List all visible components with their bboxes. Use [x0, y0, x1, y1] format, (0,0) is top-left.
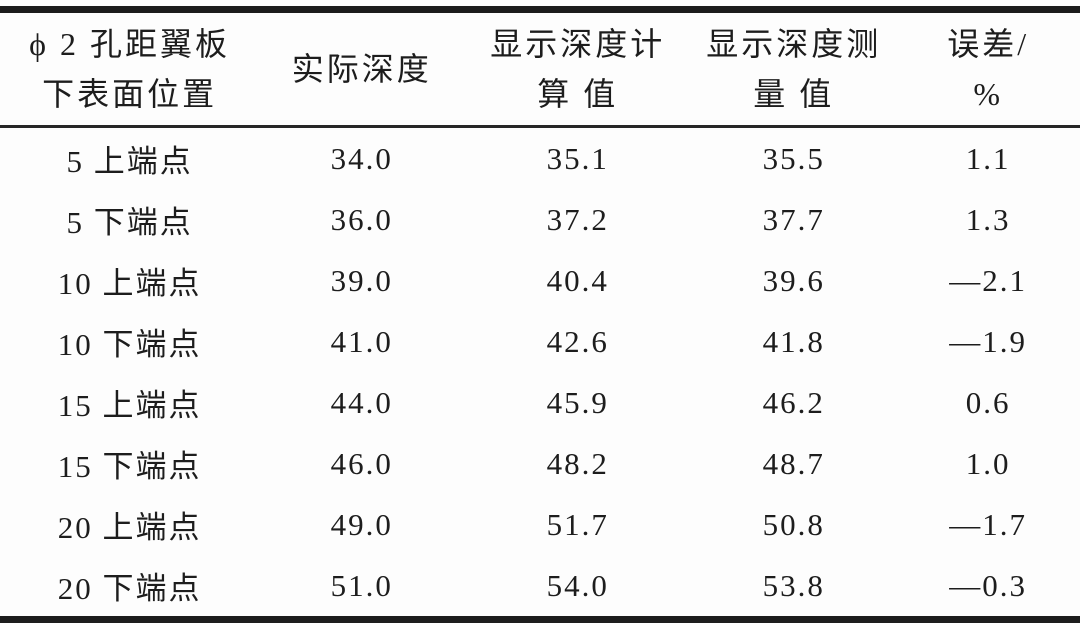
data-table: ϕ 2 孔距翼板 下表面位置 实际深度 显示深度计 算 值 显示深度测 量 值 …	[0, 6, 1080, 623]
cell-actual-depth: 51.0	[330, 567, 393, 603]
cell-error-percent: —1.7	[949, 506, 1028, 542]
cell-measured-depth: 39.6	[762, 262, 825, 298]
cell-error-percent: —2.1	[949, 262, 1028, 298]
header-error-percent-line1: 误差/	[947, 26, 1030, 62]
cell-error-percent: 1.3	[965, 201, 1011, 237]
header-position-line2: 下表面位置	[42, 76, 218, 112]
cell-error-percent: —1.9	[949, 323, 1028, 359]
header-position-line1: ϕ 2 孔距翼板	[29, 26, 231, 62]
cell-measured-depth: 46.2	[762, 384, 825, 420]
header-row: ϕ 2 孔距翼板 下表面位置 实际深度 显示深度计 算 值 显示深度测 量 值 …	[0, 10, 1080, 127]
cell-position: 20 下端点	[57, 571, 202, 606]
header-error-percent: 误差/ %	[896, 10, 1080, 127]
table-row: 10 下端点 41.0 42.6 41.8 —1.9	[0, 311, 1080, 372]
header-position: ϕ 2 孔距翼板 下表面位置	[0, 10, 259, 127]
cell-actual-depth: 41.0	[330, 323, 393, 359]
cell-calculated-depth: 45.9	[546, 384, 609, 420]
cell-actual-depth: 36.0	[330, 201, 393, 237]
cell-measured-depth: 35.5	[762, 140, 825, 176]
cell-error-percent: —0.3	[949, 567, 1028, 603]
header-actual-depth-label: 实际深度	[291, 51, 432, 87]
cell-position: 15 下端点	[57, 449, 202, 484]
cell-calculated-depth: 54.0	[546, 567, 609, 603]
cell-actual-depth: 49.0	[330, 506, 393, 542]
table-row: 20 下端点 51.0 54.0 53.8 —0.3	[0, 555, 1080, 620]
cell-calculated-depth: 42.6	[546, 323, 609, 359]
table-row: 15 下端点 46.0 48.2 48.7 1.0	[0, 433, 1080, 494]
cell-error-percent: 1.1	[965, 140, 1011, 176]
cell-position: 5 上端点	[66, 144, 193, 179]
cell-actual-depth: 34.0	[330, 140, 393, 176]
cell-error-percent: 1.0	[965, 445, 1011, 481]
cell-position: 15 上端点	[57, 388, 202, 423]
cell-calculated-depth: 35.1	[546, 140, 609, 176]
cell-error-percent: 0.6	[965, 384, 1011, 420]
cell-measured-depth: 50.8	[762, 506, 825, 542]
cell-position: 10 下端点	[57, 327, 202, 362]
header-actual-depth: 实际深度	[259, 10, 464, 127]
cell-actual-depth: 44.0	[330, 384, 393, 420]
header-calculated-depth-line2: 算 值	[537, 76, 619, 112]
table-row: 5 上端点 34.0 35.1 35.5 1.1	[0, 127, 1080, 190]
header-error-percent-line2: %	[973, 76, 1003, 112]
header-calculated-depth: 显示深度计 算 值	[464, 10, 691, 127]
table-row: 10 上端点 39.0 40.4 39.6 —2.1	[0, 250, 1080, 311]
header-measured-depth: 显示深度测 量 值	[691, 10, 896, 127]
cell-calculated-depth: 40.4	[546, 262, 609, 298]
cell-calculated-depth: 48.2	[546, 445, 609, 481]
cell-measured-depth: 37.7	[762, 201, 825, 237]
header-measured-depth-line2: 量 值	[753, 76, 835, 112]
cell-actual-depth: 39.0	[330, 262, 393, 298]
header-calculated-depth-line1: 显示深度计	[490, 26, 666, 62]
cell-measured-depth: 48.7	[762, 445, 825, 481]
cell-position: 20 上端点	[57, 510, 202, 545]
table-row: 20 上端点 49.0 51.7 50.8 —1.7	[0, 494, 1080, 555]
cell-measured-depth: 41.8	[762, 323, 825, 359]
cell-position: 5 下端点	[66, 205, 193, 240]
table-row: 15 上端点 44.0 45.9 46.2 0.6	[0, 372, 1080, 433]
table-row: 5 下端点 36.0 37.2 37.7 1.3	[0, 189, 1080, 250]
cell-position: 10 上端点	[57, 266, 202, 301]
cell-measured-depth: 53.8	[762, 567, 825, 603]
header-measured-depth-line1: 显示深度测	[706, 26, 882, 62]
cell-calculated-depth: 37.2	[546, 201, 609, 237]
table-body: 5 上端点 34.0 35.1 35.5 1.1 5 下端点 36.0 37.2…	[0, 127, 1080, 620]
cell-calculated-depth: 51.7	[546, 506, 609, 542]
cell-actual-depth: 46.0	[330, 445, 393, 481]
